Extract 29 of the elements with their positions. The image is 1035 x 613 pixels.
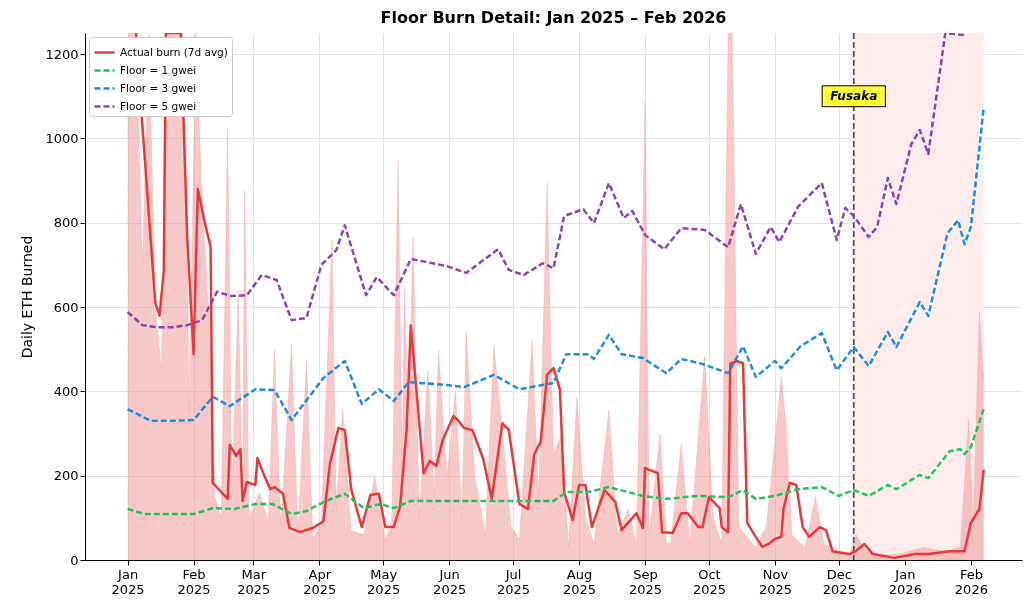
x-tick-label: Jan 2025 bbox=[111, 566, 145, 597]
y-tick-label: 600 bbox=[53, 299, 79, 315]
y-tick-label: 200 bbox=[53, 468, 79, 484]
x-tick-label: Mar 2025 bbox=[237, 566, 271, 597]
x-tick-label: Oct 2025 bbox=[692, 566, 726, 597]
y-tick-label: 800 bbox=[53, 215, 79, 231]
x-tick-label: Aug 2025 bbox=[563, 566, 597, 597]
legend-label: Actual burn (7d avg) bbox=[120, 45, 228, 58]
x-tick-label: Sep 2025 bbox=[629, 566, 663, 597]
chart-title: Floor Burn Detail: Jan 2025 – Feb 2026 bbox=[380, 8, 727, 28]
legend-label: Floor = 3 gwei bbox=[120, 81, 197, 94]
y-tick-label: 1200 bbox=[45, 46, 79, 62]
y-axis-title: Daily ETH Burned bbox=[19, 235, 36, 359]
x-tick-label: Apr 2025 bbox=[303, 566, 337, 597]
x-tick-label: Feb 2025 bbox=[177, 566, 211, 597]
x-tick-label: Nov 2025 bbox=[758, 566, 793, 597]
x-tick-label: May 2025 bbox=[367, 566, 401, 597]
line-series bbox=[126, 407, 985, 516]
x-tick-label: Feb 2026 bbox=[954, 566, 988, 597]
ref-line-label: Fusaka bbox=[830, 89, 878, 104]
y-tick-label: 0 bbox=[70, 552, 79, 568]
y-tick-label: 400 bbox=[53, 383, 79, 399]
x-tick-label: Jul 2025 bbox=[496, 566, 531, 597]
x-tick-label: Dec 2025 bbox=[822, 566, 856, 597]
legend-label: Floor = 1 gwei bbox=[120, 63, 197, 76]
legend-label: Floor = 5 gwei bbox=[120, 99, 197, 112]
x-tick-label: Jun 2025 bbox=[433, 566, 467, 597]
x-tick-label: Jan 2026 bbox=[888, 566, 922, 597]
y-tick-label: 1000 bbox=[45, 130, 79, 146]
